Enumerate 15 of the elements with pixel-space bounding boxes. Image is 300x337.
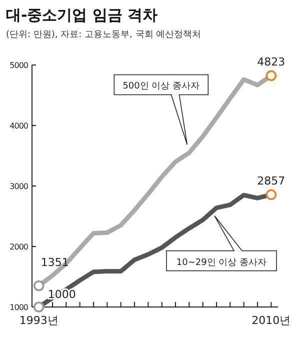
y-tick-label: 4000 [10, 122, 28, 130]
y-tick-label: 5000 [10, 61, 28, 70]
data-label: 1351 [40, 256, 69, 269]
y-tick-label: 3000 [10, 182, 28, 191]
chart-title: 대-중소기업 임금 격차 [6, 6, 158, 24]
series-label: 10~29인 이상 종사자 [176, 258, 267, 268]
x-tick-label: 1993년 [19, 314, 58, 327]
data-label: 4823 [257, 56, 286, 69]
x-tick-label: 2010년 [252, 314, 291, 327]
y-tick-label: 1000 [10, 303, 28, 312]
chart-subtitle: (단위: 만원), 자료: 고용노동부, 국회 예산정책처 [6, 30, 202, 40]
data-label: 2857 [257, 174, 286, 188]
y-tick-label: 2000 [10, 242, 28, 252]
text: 500인 이상 종사자 [122, 82, 200, 92]
point [33, 280, 44, 292]
